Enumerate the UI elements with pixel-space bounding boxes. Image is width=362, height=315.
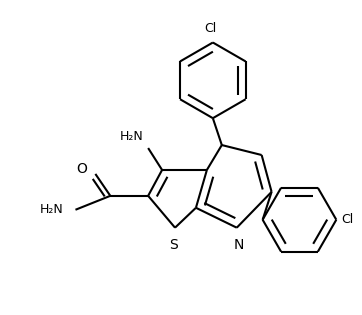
Text: S: S <box>169 238 177 252</box>
Text: O: O <box>76 162 87 176</box>
Text: N: N <box>233 238 244 252</box>
Text: H₂N: H₂N <box>40 203 63 216</box>
Text: Cl: Cl <box>341 213 354 226</box>
Text: H₂N: H₂N <box>119 130 143 143</box>
Text: Cl: Cl <box>205 21 217 35</box>
